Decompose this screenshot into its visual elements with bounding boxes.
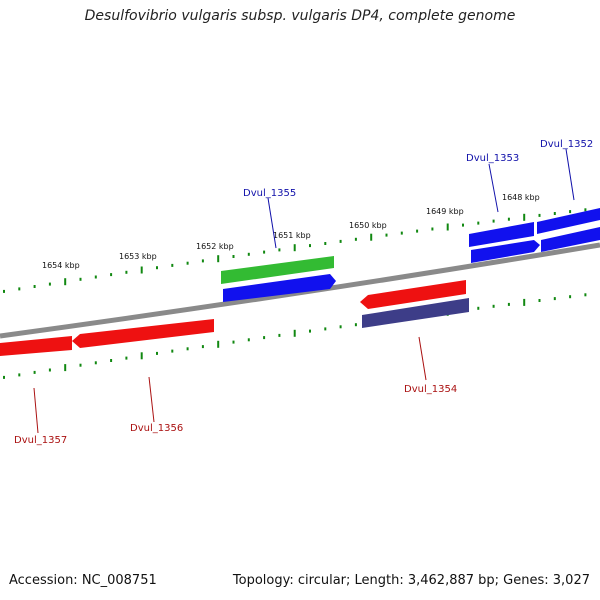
- gene-dvul-1356-cds[interactable]: [72, 319, 214, 348]
- gene-labels: Dvul_1352 Dvul_1353 Dvul_1355 Dvul_1354 …: [14, 139, 593, 446]
- scale-labels: 1648 kbp 1649 kbp 1650 kbp 1651 kbp 1652…: [42, 193, 540, 270]
- gene-leader-lines: [33, 148, 575, 434]
- gene-label-dvul-1352: Dvul_1352: [540, 139, 593, 150]
- outer-scale-track: [3, 208, 587, 293]
- scale-label-1650: 1650 kbp: [349, 221, 387, 230]
- genome-stats-text: Topology: circular; Length: 3,462,887 bp…: [232, 573, 590, 588]
- gene-dvul-1353-cds[interactable]: [469, 222, 540, 263]
- gene-dvul-1354-cds[interactable]: [360, 280, 469, 328]
- genome-backbone: [0, 242, 600, 339]
- scale-label-1652: 1652 kbp: [196, 242, 234, 251]
- gene-dvul-1357-cds[interactable]: [0, 336, 72, 356]
- gene-dvul-1352-cds[interactable]: [537, 208, 600, 252]
- scale-label-1651: 1651 kbp: [273, 231, 311, 240]
- gene-dvul-1355-cds[interactable]: [221, 256, 336, 302]
- gene-label-dvul-1354: Dvul_1354: [404, 384, 457, 395]
- gene-label-dvul-1353: Dvul_1353: [466, 153, 519, 164]
- gene-label-dvul-1355: Dvul_1355: [243, 188, 296, 199]
- scale-label-1653: 1653 kbp: [119, 252, 157, 261]
- scale-label-1654: 1654 kbp: [42, 261, 80, 270]
- scale-label-1649: 1649 kbp: [426, 207, 464, 216]
- scale-label-1648: 1648 kbp: [502, 193, 540, 202]
- accession-text: Accession: NC_008751: [9, 573, 157, 588]
- gene-label-dvul-1357: Dvul_1357: [14, 435, 67, 446]
- genome-title: Desulfovibrio vulgaris subsp. vulgaris D…: [84, 8, 516, 24]
- gene-label-dvul-1356: Dvul_1356: [130, 423, 183, 434]
